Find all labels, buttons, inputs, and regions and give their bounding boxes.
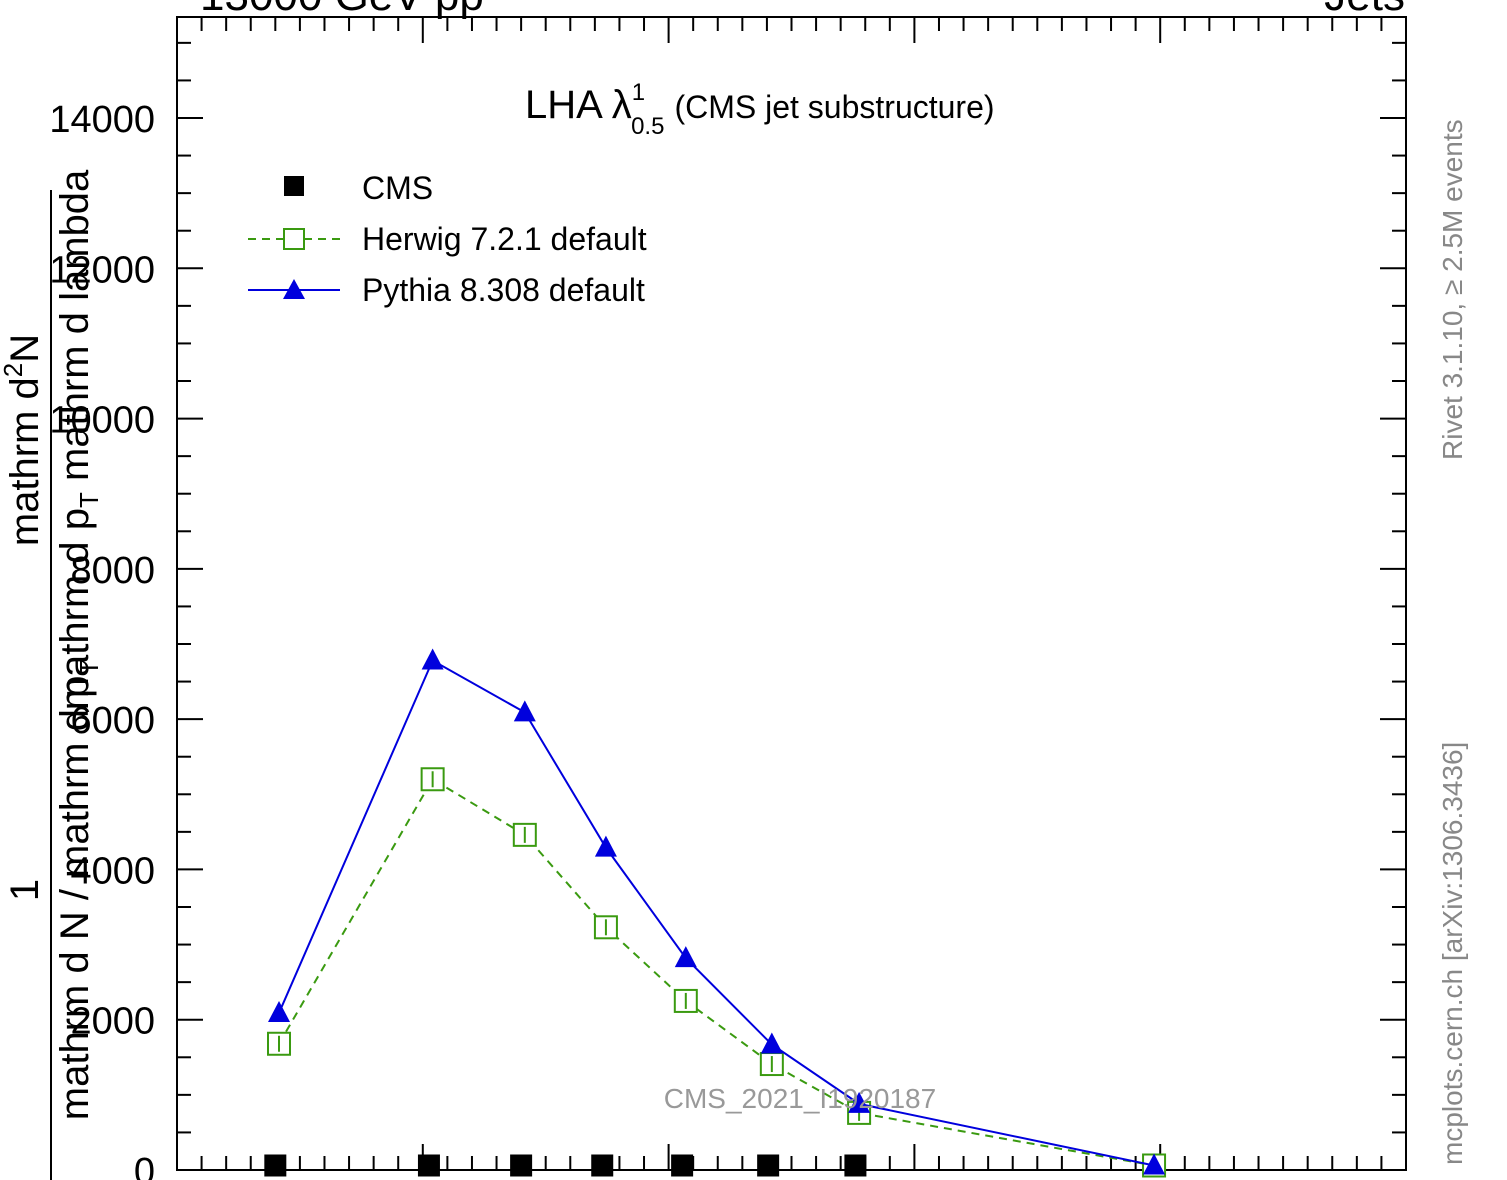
data-point-cms (264, 1154, 287, 1177)
y-tick-label: 2000 (70, 1001, 155, 1043)
data-point-pythia (1143, 1153, 1166, 1175)
y-tick-label: 6000 (70, 700, 155, 742)
y-tick-labels: 0 2000 4000 6000 8000 10000 12000 14000 (49, 99, 155, 1180)
analysis-watermark: CMS_2021_I1920187 (664, 1083, 936, 1114)
data-point-pythia (268, 1000, 291, 1022)
svg-text:mathrm d N / mathrm d pT: mathrm d N / mathrm d pT (53, 660, 104, 1121)
rivet-label: Rivet 3.1.10, ≥ 2.5M events (1437, 119, 1468, 460)
legend-marker-herwig (283, 228, 305, 250)
legend-label-pythia: Pythia 8.308 default (362, 272, 645, 308)
header-right-label: Jets (1324, 0, 1405, 20)
ylabel-top-sup: 2 (0, 363, 28, 377)
legend-entry-pythia: Pythia 8.308 default (248, 272, 645, 308)
data-point-pythia (594, 835, 617, 857)
series-line-2 (278, 659, 1155, 1167)
y-tick-label: 12000 (49, 249, 155, 291)
header-left-label: 13000 GeV pp (200, 0, 484, 20)
y-axis-label: mathrm d2N mathrm d pT mathrm d lambda 1… (0, 169, 104, 1180)
data-point-cms (844, 1154, 867, 1177)
series-line-1 (278, 777, 1155, 1167)
legend-marker-cms (284, 176, 304, 196)
data-point-cms (510, 1154, 533, 1177)
legend-entry-cms: CMS (284, 170, 433, 206)
data-point-cms (757, 1154, 780, 1177)
ylabel-frac2-num: 1 (3, 879, 47, 901)
data-point-pythia (513, 700, 536, 722)
data-point-pythia (674, 946, 697, 968)
legend-entry-herwig: Herwig 7.2.1 default (248, 221, 647, 257)
svg-text:mathrm d pT mathrm d lambda: mathrm d pT mathrm d lambda (53, 169, 104, 710)
legend: CMS Herwig 7.2.1 default Pythia 8.308 de… (248, 170, 647, 308)
data-point-cms (417, 1154, 440, 1177)
y-tick-label: 14000 (49, 99, 155, 141)
chart-title: LHA λ1 0.5 (CMS jet substructure) (525, 79, 995, 140)
mcplots-label: mcplots.cern.ch [arXiv:1306.3436] (1437, 742, 1468, 1165)
svg-text:mathrm d2N: mathrm d2N (0, 334, 47, 546)
ylabel-bottom-b: mathrm d lambda (53, 169, 97, 492)
data-point-pythia (421, 648, 444, 670)
ylabel-top-b: N (3, 334, 47, 363)
legend-label-herwig: Herwig 7.2.1 default (362, 221, 647, 257)
y-tick-label: 10000 (49, 400, 155, 442)
title-sub: 0.5 (631, 113, 664, 140)
legend-label-cms: CMS (362, 170, 433, 206)
title-main: LHA λ (525, 83, 632, 127)
data-point-cms (591, 1154, 614, 1177)
ylabel-bottom-a: mathrm d p (53, 508, 97, 710)
series-layer (264, 648, 1167, 1178)
y-tick-label: 8000 (70, 550, 155, 592)
title-rest: (CMS jet substructure) (674, 89, 994, 125)
title-sup: 1 (632, 79, 645, 106)
data-point-pythia (848, 1091, 871, 1113)
ylabel-top-a: mathrm d (3, 377, 47, 546)
y-tick-label: 0 (134, 1151, 155, 1180)
y-tick-label: 4000 (70, 850, 155, 892)
data-point-cms (671, 1154, 694, 1177)
ylabel-frac2-den-sub: T (74, 660, 104, 676)
data-point-pythia (760, 1032, 783, 1054)
ylabel-bottom-sub: T (74, 492, 104, 508)
ylabel-frac2-den-a: mathrm d N / mathrm d p (53, 676, 97, 1121)
legend-marker-pythia (283, 279, 305, 299)
